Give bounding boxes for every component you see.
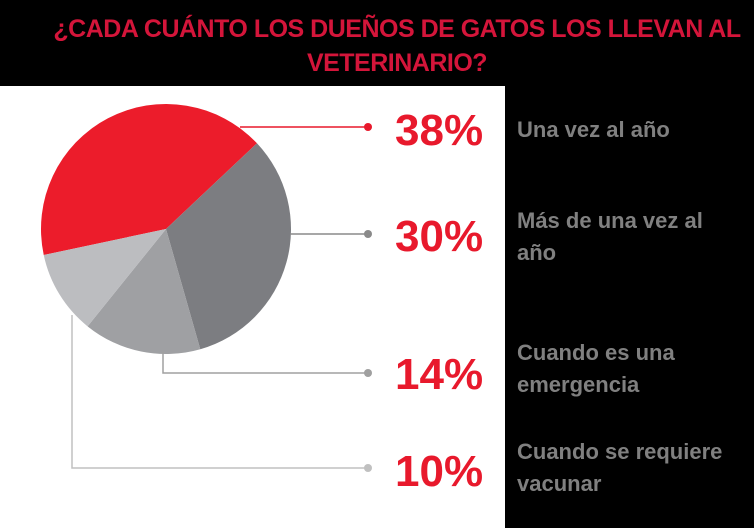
legend-label-0: Una vez al año [517, 117, 670, 142]
leader-dot-1 [364, 230, 372, 238]
legend-label-3: Cuando se requiere vacunar [517, 439, 723, 496]
chart-title: ¿CADA CUÁNTO LOS DUEÑOS DE GATOS LOS LLE… [53, 15, 741, 77]
pct-label-3: 10% [395, 447, 483, 496]
pct-label-0: 38% [395, 106, 483, 155]
leader-line-3 [71, 315, 368, 469]
pie-slice-2 [87, 229, 201, 354]
leader-dot-3 [364, 464, 372, 472]
leader-dot-2 [364, 369, 372, 377]
pct-label-1: 30% [395, 212, 483, 261]
pct-label-2: 14% [395, 350, 483, 399]
pie-slice-1 [166, 143, 291, 350]
pie-slice-0 [41, 103, 257, 255]
leader-dot-0 [364, 123, 372, 131]
pie-slice-3 [43, 229, 166, 327]
legend-label-1: Más de una vez al año [517, 208, 703, 265]
leader-line-2 [162, 352, 368, 374]
legend-label-2: Cuando es una emergencia [517, 340, 675, 397]
